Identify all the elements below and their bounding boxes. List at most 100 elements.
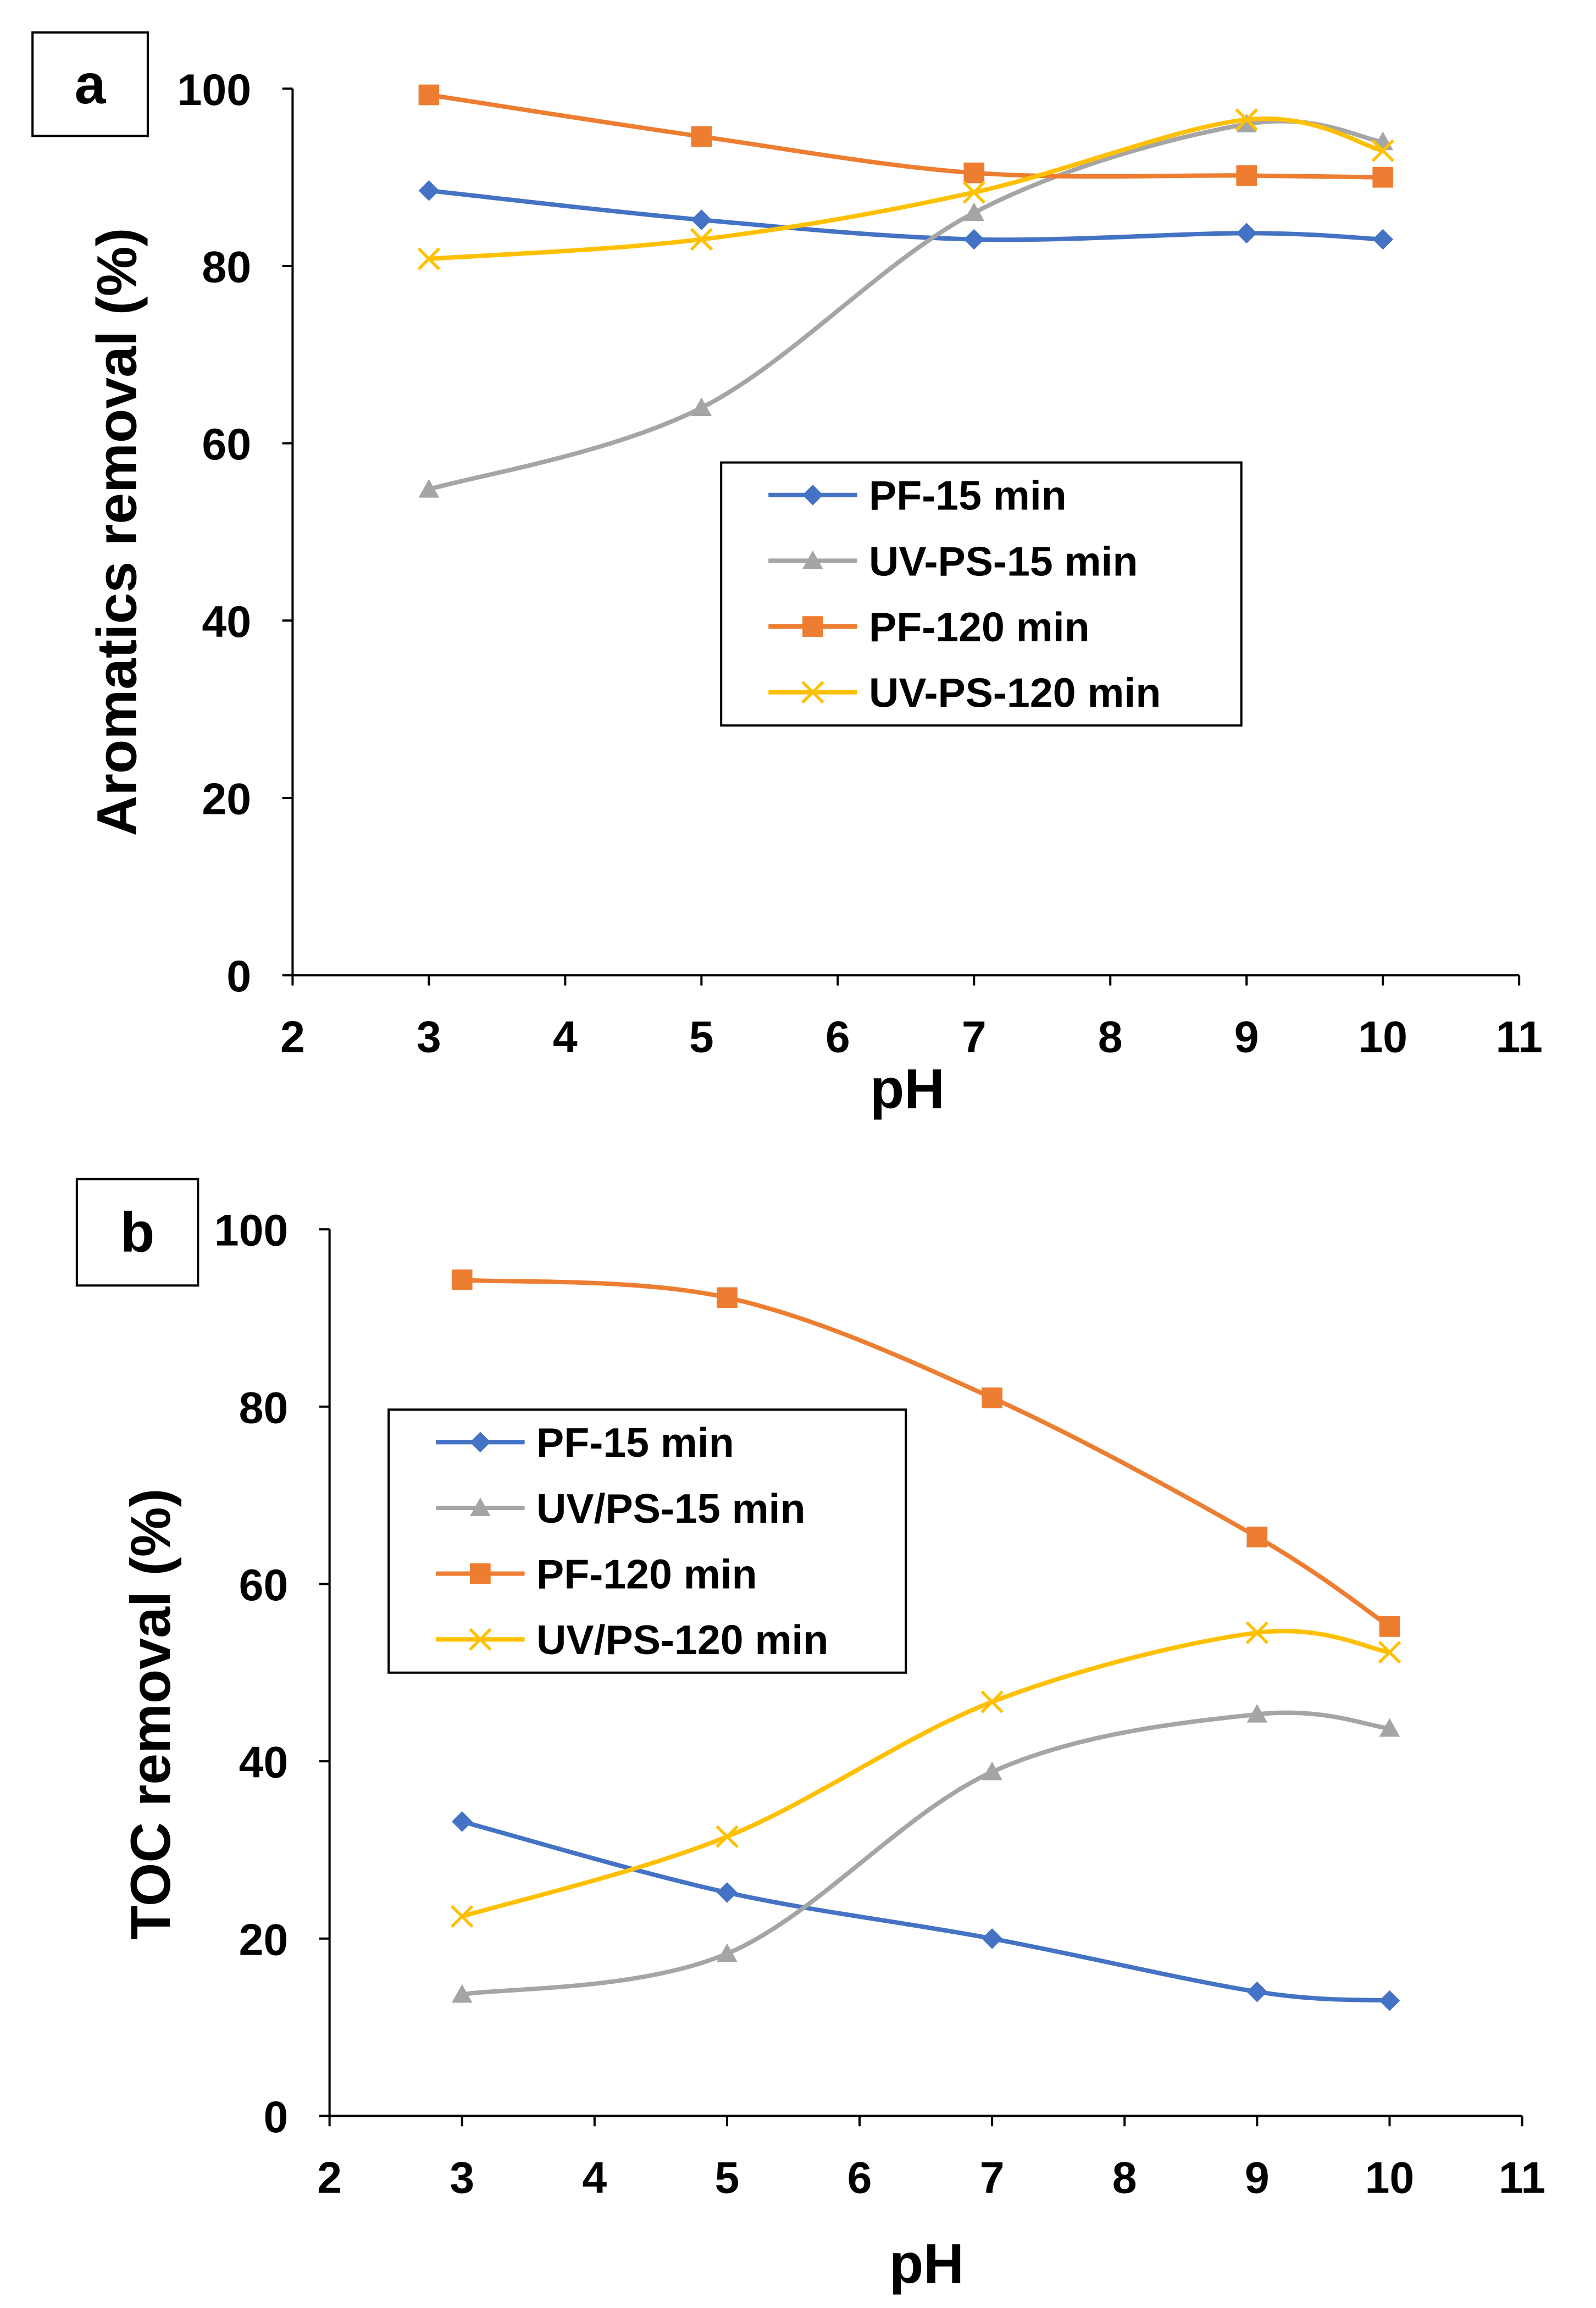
series-pf-15-min xyxy=(418,180,1394,250)
legend: PF-15 min UV-PS-15 min PF-120 min UV-PS-120… xyxy=(720,461,1243,727)
legend-marker xyxy=(470,1497,491,1517)
panel-label: a xyxy=(75,53,107,115)
data-point xyxy=(717,1287,738,1308)
data-point xyxy=(1236,165,1257,186)
x-tick-label: 8 xyxy=(1112,2153,1137,2202)
x-tick-label: 4 xyxy=(553,1012,578,1062)
data-point xyxy=(691,209,712,230)
x-tick-label: 8 xyxy=(1098,1012,1123,1062)
panel-label-box xyxy=(75,1178,199,1287)
y-tick-label: 40 xyxy=(239,1738,289,1788)
data-point xyxy=(963,229,985,250)
x-axis-title: pH xyxy=(889,2232,964,2295)
data-point xyxy=(1246,1527,1268,1547)
data-point xyxy=(451,1984,473,2003)
series-line xyxy=(462,1710,1390,1997)
series-pf-120-min xyxy=(451,1269,1400,1637)
data-point xyxy=(963,162,985,184)
y-tick-label: 20 xyxy=(202,775,251,824)
series-line xyxy=(428,119,1383,492)
x-tick-label: 7 xyxy=(980,2153,1005,2202)
series-line xyxy=(461,1819,1390,2003)
data-point xyxy=(962,181,985,204)
data-point xyxy=(963,202,985,221)
data-point xyxy=(417,247,441,270)
legend-marker xyxy=(470,1563,491,1584)
legend-label: PF-120 min xyxy=(536,1551,757,1597)
data-point xyxy=(1379,1718,1400,1737)
series-pf-15-min xyxy=(451,1811,1400,2011)
y-tick-label: 20 xyxy=(239,1915,289,1965)
y-axis-title: Aromatics removal (%) xyxy=(85,228,148,836)
data-point xyxy=(418,84,440,106)
data-point xyxy=(451,1269,473,1290)
x-tick-label: 5 xyxy=(689,1012,714,1062)
data-point xyxy=(717,1943,738,1962)
y-axis-title: TOC removal (%) xyxy=(119,1488,182,1939)
legend: PF-15 min UV/PS-15 min PF-120 min UV/PS-120… xyxy=(387,1408,907,1674)
legend-marker xyxy=(802,484,823,506)
data-point xyxy=(982,1928,1002,1949)
chart-panel-a: 2 3 4 5 6 7 8 9 10 11 0 20 40 60 80 100 pH Aromatics remo… xyxy=(31,31,1543,1120)
chart-panel-b: 2 3 4 5 6 7 8 9 10 11 0 20 40 60 80 100 pH TOC removal (%… xyxy=(75,1178,1545,2295)
data-point xyxy=(1379,1990,1400,2011)
x-tick-label: 7 xyxy=(962,1012,987,1062)
series-uv-ps-120-min xyxy=(451,1621,1401,1928)
data-point xyxy=(1371,139,1394,162)
data-point xyxy=(1246,1704,1268,1723)
data-point xyxy=(1236,114,1257,132)
y-tick-label: 60 xyxy=(202,420,251,469)
legend-marker xyxy=(802,616,823,637)
series-uv-ps-15-min xyxy=(451,1704,1400,2003)
legend-label: UV/PS-120 min xyxy=(536,1617,828,1663)
legend-marker xyxy=(801,681,824,704)
y-tick-label: 80 xyxy=(239,1383,289,1433)
x-tick-label: 11 xyxy=(1499,2153,1545,2202)
x-tick-label: 2 xyxy=(280,1012,305,1062)
data-point xyxy=(1372,167,1394,188)
y-tick-label: 60 xyxy=(239,1561,289,1610)
series-line xyxy=(461,1629,1390,1919)
data-point xyxy=(716,1825,739,1848)
y-tick-label: 100 xyxy=(178,65,252,115)
data-point xyxy=(691,397,712,417)
x-tick-label: 10 xyxy=(1358,1012,1407,1062)
legend-box xyxy=(387,1408,907,1674)
y-tick-label: 100 xyxy=(214,1206,289,1256)
legend-box xyxy=(720,461,1243,727)
legend-label: UV/PS-15 min xyxy=(536,1485,805,1532)
series-line xyxy=(429,116,1384,262)
data-point xyxy=(1378,1640,1401,1664)
x-tick-label: 3 xyxy=(450,2153,474,2202)
data-point xyxy=(451,1811,473,1832)
legend-marker xyxy=(470,1432,491,1453)
data-point xyxy=(1245,1621,1269,1644)
legend-label: UV-PS-15 min xyxy=(869,538,1138,584)
x-tick-label: 10 xyxy=(1365,2153,1415,2202)
x-tick-label: 3 xyxy=(417,1012,441,1062)
data-point xyxy=(418,479,440,498)
y-tick-label: 40 xyxy=(202,597,251,647)
x-axis-title: pH xyxy=(870,1058,945,1120)
legend-marker xyxy=(802,550,823,569)
legend-marker xyxy=(469,1628,492,1651)
data-point xyxy=(1235,108,1258,131)
data-point xyxy=(690,228,713,251)
x-tick-label: 6 xyxy=(847,2153,872,2202)
series-line xyxy=(428,92,1383,180)
y-tick-label: 0 xyxy=(263,2093,288,2142)
data-point xyxy=(717,1882,738,1903)
x-tick-label: 11 xyxy=(1496,1012,1543,1062)
data-point xyxy=(980,1690,1004,1713)
series-line xyxy=(462,1278,1391,1629)
data-point xyxy=(1236,223,1257,244)
series-pf-120-min xyxy=(418,84,1394,188)
series-uv-ps-120-min xyxy=(417,108,1394,270)
data-point xyxy=(1372,229,1394,250)
series-line xyxy=(428,188,1383,242)
x-tick-label: 6 xyxy=(825,1012,850,1062)
data-point xyxy=(451,1905,474,1928)
x-tick-label: 4 xyxy=(582,2153,607,2202)
x-tick-label: 5 xyxy=(715,2153,740,2202)
